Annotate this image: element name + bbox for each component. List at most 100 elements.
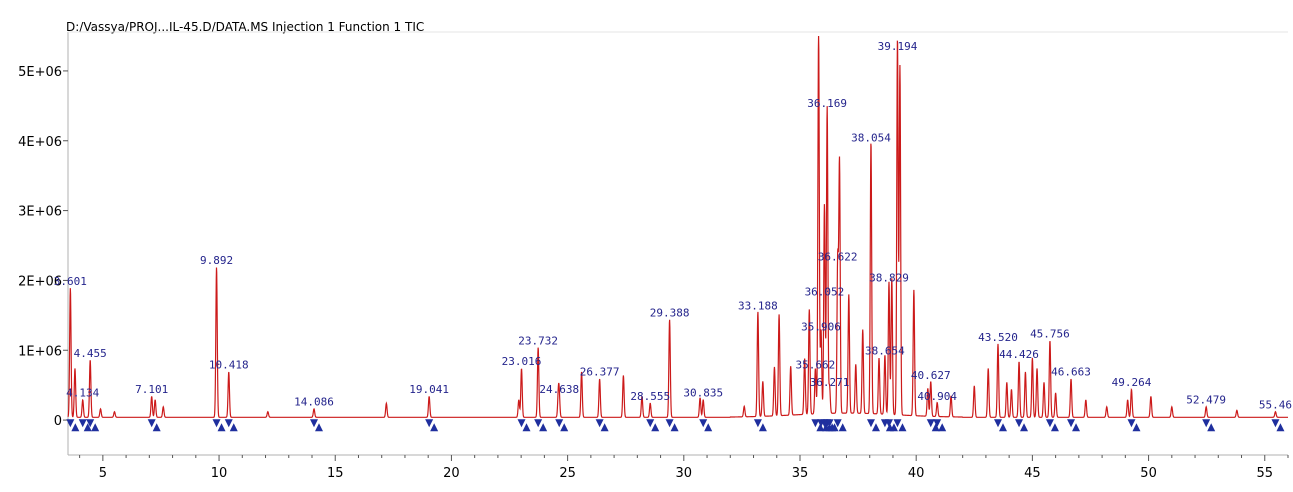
peak-label: 7.101 xyxy=(135,383,168,396)
peak-end-marker xyxy=(71,423,80,432)
peak-label: 36.169 xyxy=(807,97,847,110)
peak-start-marker xyxy=(147,419,156,428)
peak-start-marker xyxy=(884,419,893,428)
peak-label: 44.426 xyxy=(999,348,1039,361)
peak-end-marker xyxy=(1132,423,1141,432)
peak-end-marker xyxy=(938,423,947,432)
peak-label: 45.756 xyxy=(1030,327,1070,340)
peak-label: 26.377 xyxy=(580,366,620,379)
peak-label: 23.016 xyxy=(502,355,542,368)
y-tick-label: 0 xyxy=(54,414,62,429)
peak-start-marker xyxy=(866,419,875,428)
peak-end-marker xyxy=(670,423,679,432)
peak-label: 33.188 xyxy=(738,299,778,312)
peak-start-marker xyxy=(699,419,708,428)
peak-label: 29.388 xyxy=(650,306,690,319)
peak-end-marker xyxy=(1050,423,1059,432)
peak-start-marker xyxy=(1127,419,1136,428)
peak-start-marker xyxy=(993,419,1002,428)
peak-start-marker xyxy=(1015,419,1024,428)
y-tick-label: 3E+06 xyxy=(18,205,62,220)
peak-end-marker xyxy=(539,423,548,432)
peak-end-marker xyxy=(1276,423,1285,432)
x-tick-label: 40 xyxy=(908,466,925,481)
peak-label: 3.601 xyxy=(54,275,87,288)
peak-start-marker xyxy=(78,419,87,428)
peak-end-marker xyxy=(1072,423,1081,432)
peak-label: 4.455 xyxy=(74,347,107,360)
peak-end-marker xyxy=(651,423,660,432)
peak-label: 10.418 xyxy=(209,359,249,372)
peak-start-marker xyxy=(926,419,935,428)
x-tick-label: 30 xyxy=(676,466,693,481)
peak-end-marker xyxy=(229,423,238,432)
peak-start-marker xyxy=(1271,419,1280,428)
peak-end-marker xyxy=(1207,423,1216,432)
y-tick-label: 5E+06 xyxy=(18,65,62,80)
x-tick-label: 50 xyxy=(1140,466,1157,481)
peak-end-marker xyxy=(830,423,839,432)
peak-end-marker xyxy=(522,423,531,432)
peak-label: 35.662 xyxy=(796,359,836,372)
peak-label: 36.052 xyxy=(805,285,845,298)
peak-start-marker xyxy=(595,419,604,428)
peak-label: 38.654 xyxy=(865,345,905,358)
peak-start-marker xyxy=(893,419,902,428)
x-tick-label: 35 xyxy=(792,466,809,481)
peak-label: 40.904 xyxy=(917,390,957,403)
x-tick-label: 45 xyxy=(1024,466,1041,481)
peak-label: 24.638 xyxy=(539,383,579,396)
peak-end-marker xyxy=(560,423,569,432)
tic-trace xyxy=(67,35,1288,418)
peak-start-marker xyxy=(517,419,526,428)
peak-start-marker xyxy=(66,419,75,428)
x-tick-label: 20 xyxy=(443,466,460,481)
peak-end-marker xyxy=(600,423,609,432)
peak-start-marker xyxy=(753,419,762,428)
peak-start-marker xyxy=(1202,419,1211,428)
peak-start-marker xyxy=(309,419,318,428)
peak-end-marker xyxy=(758,423,767,432)
peak-start-marker xyxy=(86,419,95,428)
peak-start-marker xyxy=(833,419,842,428)
peak-label: 36.271 xyxy=(810,376,850,389)
peak-label: 28.555 xyxy=(630,390,670,403)
peak-label: 38.054 xyxy=(851,132,891,145)
peak-label: 40.627 xyxy=(911,369,951,382)
peak-start-marker xyxy=(1067,419,1076,428)
peak-label: 39.194 xyxy=(878,40,918,53)
peak-start-marker xyxy=(212,419,221,428)
peak-start-marker xyxy=(933,419,942,428)
peak-end-marker xyxy=(838,423,847,432)
peak-end-marker xyxy=(152,423,161,432)
y-tick-label: 2E+06 xyxy=(18,274,62,289)
peak-end-marker xyxy=(430,423,439,432)
peak-end-marker xyxy=(898,423,907,432)
peak-end-marker xyxy=(1020,423,1029,432)
peak-end-marker xyxy=(91,423,100,432)
peak-end-marker xyxy=(217,423,226,432)
peak-label: 36.622 xyxy=(818,250,858,263)
peak-label: 30.835 xyxy=(683,387,723,400)
peak-end-marker xyxy=(314,423,323,432)
peak-label: 52.479 xyxy=(1186,394,1226,407)
peak-start-marker xyxy=(1045,419,1054,428)
peak-end-marker xyxy=(998,423,1007,432)
peak-start-marker xyxy=(425,419,434,428)
peak-label: 4.134 xyxy=(66,387,99,400)
peak-label: 46.663 xyxy=(1051,366,1091,379)
peak-start-marker xyxy=(534,419,543,428)
peak-label: 49.264 xyxy=(1112,376,1152,389)
peak-label: 9.892 xyxy=(200,254,233,267)
peak-start-marker xyxy=(811,419,820,428)
peak-end-marker xyxy=(816,423,825,432)
peak-end-marker xyxy=(889,423,898,432)
x-tick-label: 5 xyxy=(99,466,107,481)
x-tick-label: 15 xyxy=(327,466,344,481)
x-tick-label: 10 xyxy=(211,466,228,481)
peak-start-marker xyxy=(825,419,834,428)
peak-start-marker xyxy=(646,419,655,428)
peak-label: 43.520 xyxy=(978,331,1018,344)
peak-end-marker xyxy=(704,423,713,432)
